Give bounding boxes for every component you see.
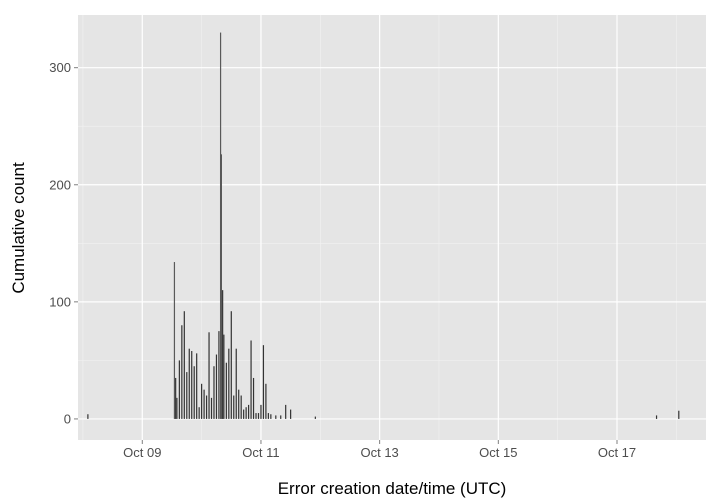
histogram-bar bbox=[223, 334, 225, 419]
histogram-bar bbox=[173, 262, 176, 419]
histogram-bar bbox=[198, 407, 200, 419]
histogram-bar bbox=[196, 353, 198, 419]
histogram-bar bbox=[248, 404, 250, 419]
histogram-bar bbox=[176, 397, 178, 419]
histogram-bar bbox=[275, 415, 277, 419]
histogram-bar bbox=[218, 331, 220, 419]
histogram-bar bbox=[210, 397, 213, 419]
histogram-bar bbox=[290, 409, 292, 419]
histogram-bar bbox=[270, 414, 272, 419]
histogram-bar bbox=[201, 383, 203, 419]
histogram-bar bbox=[230, 311, 232, 419]
histogram-bar bbox=[233, 395, 235, 419]
x-axis-ticks: Oct 09 Oct 11 Oct 13 Oct 15 Oct 17 bbox=[123, 440, 636, 460]
histogram-bar bbox=[181, 325, 183, 419]
histogram-bar bbox=[188, 348, 190, 419]
histogram-bar bbox=[191, 351, 193, 419]
x-tick-label: Oct 15 bbox=[479, 445, 517, 460]
histogram-bar bbox=[250, 340, 252, 419]
histogram-bar bbox=[257, 413, 260, 419]
histogram-bar bbox=[219, 32, 222, 419]
histogram-bar bbox=[285, 404, 287, 419]
histogram-bar bbox=[225, 362, 227, 419]
x-tick-label: Oct 13 bbox=[360, 445, 398, 460]
histogram-bar bbox=[205, 395, 208, 419]
y-axis-title: Cumulative count bbox=[9, 162, 28, 294]
histogram-bar bbox=[255, 413, 257, 419]
y-tick-label: 100 bbox=[49, 294, 71, 309]
minor-gridlines bbox=[78, 15, 706, 440]
histogram-bar bbox=[262, 345, 265, 419]
histogram-bar bbox=[314, 416, 316, 419]
x-axis-title: Error creation date/time (UTC) bbox=[278, 479, 507, 498]
histogram-bar bbox=[220, 154, 222, 419]
histogram-bar bbox=[183, 311, 185, 419]
histogram-bar bbox=[265, 383, 267, 419]
histogram-bar bbox=[252, 377, 255, 419]
histogram-bar bbox=[178, 360, 180, 419]
bars bbox=[87, 32, 680, 419]
histogram-bar bbox=[243, 409, 245, 419]
y-tick-label: 300 bbox=[49, 60, 71, 75]
histogram-bar bbox=[186, 372, 188, 419]
histogram-bar bbox=[678, 410, 680, 419]
histogram-bar bbox=[213, 366, 215, 419]
major-gridlines bbox=[78, 15, 706, 440]
histogram-bar bbox=[245, 407, 247, 419]
histogram-bar bbox=[222, 290, 224, 419]
histogram-bar bbox=[208, 332, 210, 419]
histogram-bar bbox=[240, 395, 242, 419]
x-tick-label: Oct 11 bbox=[242, 445, 279, 460]
histogram-bar bbox=[235, 348, 237, 419]
x-tick-label: Oct 09 bbox=[123, 445, 161, 460]
x-tick-label: Oct 17 bbox=[598, 445, 636, 460]
histogram-bar bbox=[238, 389, 240, 419]
histogram-bar bbox=[280, 415, 282, 419]
histogram-bar bbox=[193, 366, 195, 419]
histogram-bar bbox=[228, 348, 230, 419]
histogram-bar bbox=[87, 414, 89, 419]
histogram-bar bbox=[175, 377, 177, 419]
histogram-bar bbox=[260, 404, 262, 419]
histogram-bar bbox=[215, 354, 218, 419]
y-tick-label: 0 bbox=[64, 411, 71, 426]
y-axis-ticks: 0 100 200 300 bbox=[49, 60, 78, 426]
plot-panel bbox=[78, 15, 706, 440]
histogram-bar bbox=[655, 415, 658, 419]
histogram-bar bbox=[267, 413, 269, 419]
y-tick-label: 200 bbox=[49, 177, 71, 192]
histogram-bar bbox=[203, 389, 205, 419]
